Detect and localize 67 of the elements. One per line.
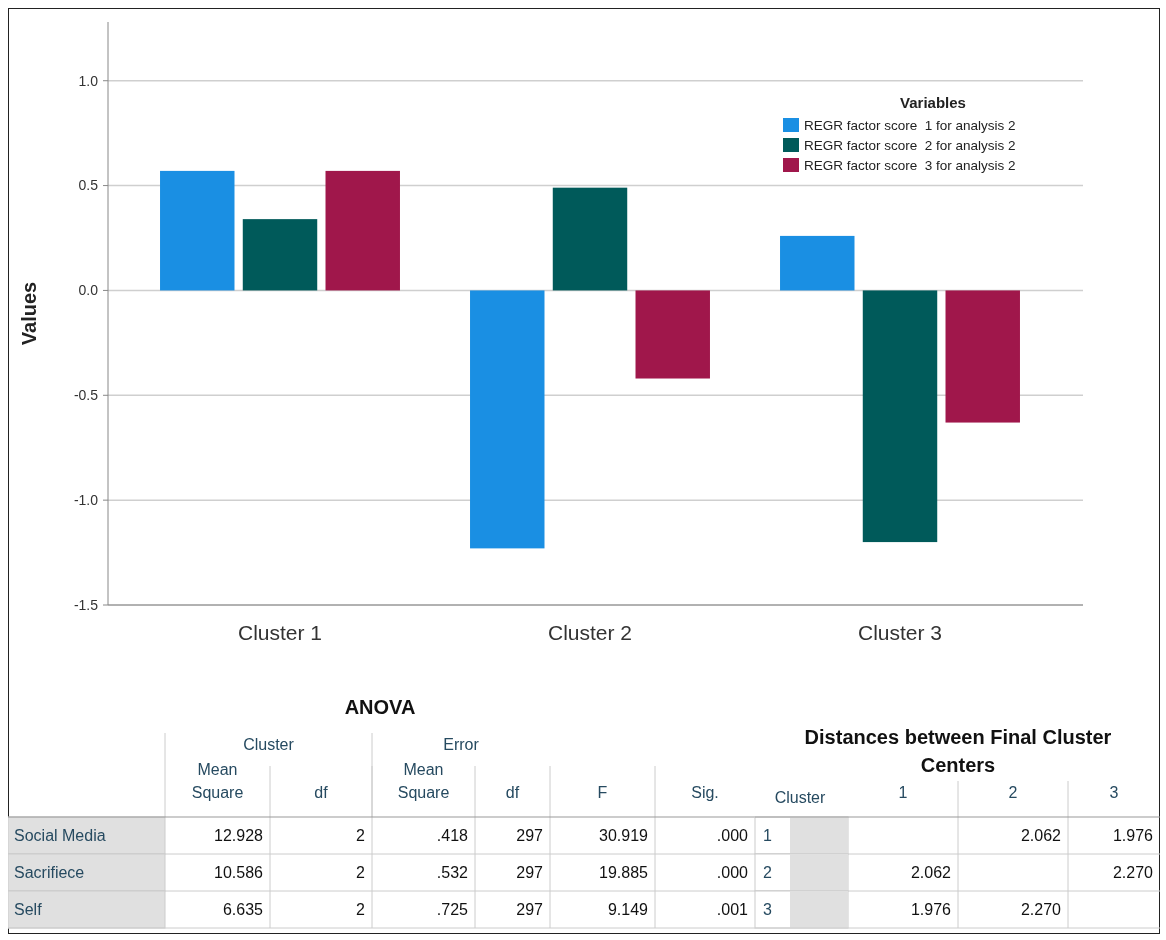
text: Cluster (243, 736, 295, 753)
text: 2 (356, 901, 365, 918)
text: 19.885 (599, 864, 648, 881)
legend-label: REGR factor score 1 for analysis 2 (804, 118, 1016, 133)
bar (552, 187, 628, 291)
y-tick-label: 0.0 (78, 282, 99, 299)
text: 297 (516, 901, 543, 918)
x-tick-label: Cluster 3 (857, 621, 943, 644)
text: Error (443, 736, 480, 753)
bar (635, 290, 710, 379)
category-label: 1 (763, 827, 772, 844)
y-tick-label: -0.5 (73, 387, 99, 404)
y-tick-label: 0.5 (78, 177, 99, 194)
y-tick-label: -1.0 (73, 492, 99, 509)
legend-title: Variables (900, 94, 966, 111)
bar (242, 219, 318, 291)
x-tick-label: Cluster 1 (237, 621, 323, 644)
category-label: Self (14, 901, 42, 918)
category-label: Sacrifiece (14, 864, 85, 881)
bar (780, 235, 855, 291)
bar (160, 170, 235, 291)
category-label: Mean Square (397, 761, 450, 801)
y-axis-title: Values (18, 281, 40, 346)
text: ANOVA (344, 696, 416, 718)
bar (470, 290, 545, 549)
text: .000 (716, 827, 748, 844)
text: .725 (436, 901, 468, 918)
category-label: 3 (1109, 784, 1119, 801)
category-label: df (314, 784, 329, 801)
text: 2.062 (910, 864, 951, 881)
category-label: F (597, 784, 608, 801)
text: Distances between Final Cluster Centers (804, 726, 1112, 776)
bar (862, 290, 938, 543)
y-tick-label: -1.5 (73, 596, 99, 613)
legend-label: REGR factor score 3 for analysis 2 (804, 158, 1016, 173)
text: 297 (516, 864, 543, 881)
category-label: 1 (898, 784, 908, 801)
text: .418 (436, 827, 468, 844)
text: 1.976 (1112, 827, 1153, 844)
bar (945, 290, 1020, 423)
text: .000 (716, 864, 748, 881)
text: 1.976 (910, 901, 951, 918)
text: 2.270 (1112, 864, 1153, 881)
category-label: Social Media (14, 827, 106, 844)
text: 2.270 (1020, 901, 1061, 918)
category-label: Mean Square (191, 761, 244, 801)
y-tick-label: 1.0 (78, 72, 99, 89)
legend-label: REGR factor score 2 for analysis 2 (804, 138, 1016, 153)
text: 9.149 (607, 901, 648, 918)
bar (325, 170, 400, 291)
text: 297 (516, 827, 543, 844)
category-label: df (505, 784, 520, 801)
text: 2 (356, 827, 365, 844)
category-label: Sig. (691, 784, 719, 801)
category-label: 2 (1008, 784, 1018, 801)
text: Cluster (774, 789, 827, 806)
text: 2.062 (1020, 827, 1061, 844)
text: .532 (436, 864, 468, 881)
category-label: 3 (763, 901, 772, 918)
text: 2 (356, 864, 365, 881)
text: 30.919 (599, 827, 648, 844)
text: 12.928 (214, 827, 263, 844)
text: 10.586 (214, 864, 263, 881)
text: 6.635 (222, 901, 263, 918)
x-tick-label: Cluster 2 (547, 621, 633, 644)
category-label: 2 (763, 864, 772, 881)
text: .001 (716, 901, 748, 918)
